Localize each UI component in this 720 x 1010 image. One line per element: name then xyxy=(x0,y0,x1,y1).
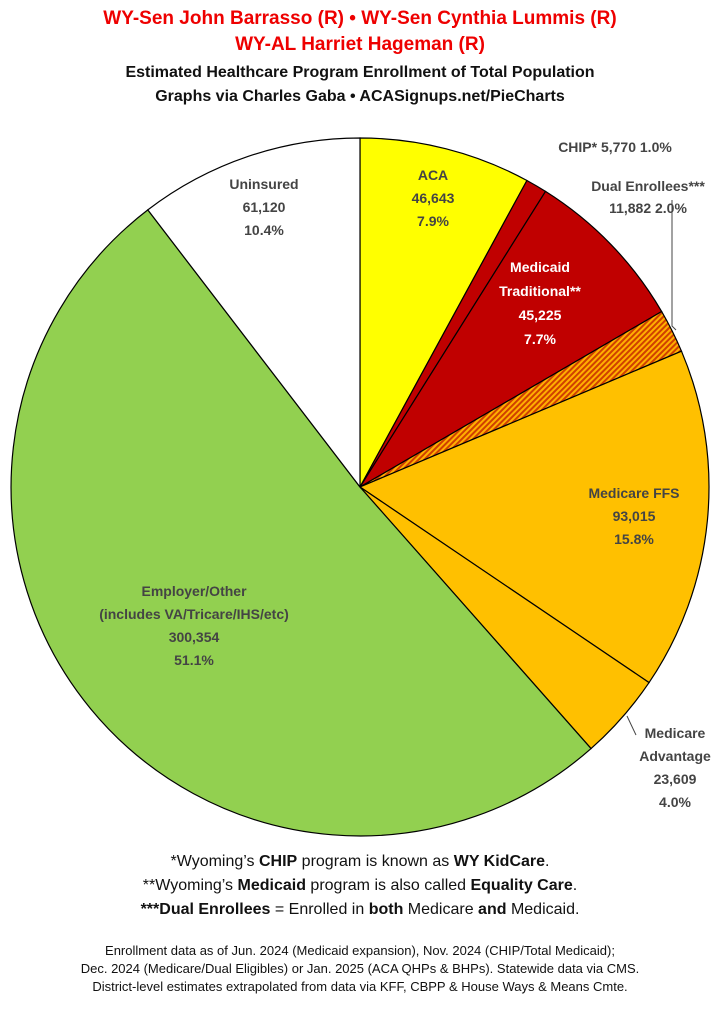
slice-label-medicare-ffs: Medicare FFS 93,015 15.8% xyxy=(588,485,679,547)
slice-label-chip: CHIP* 5,770 1.0% xyxy=(558,139,672,155)
medicaid-footnote: **Wyoming’s Medicaid program is also cal… xyxy=(142,877,578,894)
source-line2: Dec. 2024 (Medicare/Dual Eligibles) or J… xyxy=(80,961,640,976)
pie-slice-medicare-ffs xyxy=(358,350,710,684)
pie-slice-medicaid-traditional xyxy=(359,190,663,488)
pie-slice-uninsured xyxy=(146,137,361,489)
source-line1: Enrollment data as of Jun. 2024 (Medicai… xyxy=(105,943,615,958)
chart-title-line2: WY-AL Harriet Hageman (R) xyxy=(235,34,485,55)
chart-subtitle-line2: Graphs via Charles Gaba • ACASignups.net… xyxy=(155,88,565,105)
slice-label-medicare-advantage: Medicare Advantage 23,609 4.0% xyxy=(639,725,711,810)
chip-footnote: *Wyoming’s CHIP program is known as WY K… xyxy=(170,853,550,870)
slice-label-dual-enrollees: Dual Enrollees*** 11,882 2.0% xyxy=(591,178,705,216)
slice-label-employer-other: Employer/Other (includes VA/Tricare/IHS/e… xyxy=(99,583,289,668)
leader-line-medicare-advantage xyxy=(626,715,637,736)
pie-slice-employer-other xyxy=(10,209,592,837)
chart-title-line1: WY-Sen John Barrasso (R) • WY-Sen Cynthi… xyxy=(103,8,617,29)
dual-enrollees-footnote: ***Dual Enrollees = Enrolled in both Med… xyxy=(140,901,580,918)
slice-label-uninsured: Uninsured 61,120 10.4% xyxy=(229,176,298,238)
pie-slice-aca xyxy=(359,137,528,488)
pie-chart: ACA 46,643 7.9% CHIP* 5,770 1.0% Medicaid Tra… xyxy=(10,137,711,837)
slice-label-aca: ACA 46,643 7.9% xyxy=(412,167,455,229)
source-line3: District-level estimates extrapolated fr… xyxy=(92,979,628,994)
leader-line-dual-enrollees xyxy=(671,200,677,331)
chart-subtitle-line1: Estimated Healthcare Program Enrollment … xyxy=(125,64,595,81)
slice-label-medicaid-traditional: Medicaid Traditional** 45,225 7.7% xyxy=(499,259,581,347)
